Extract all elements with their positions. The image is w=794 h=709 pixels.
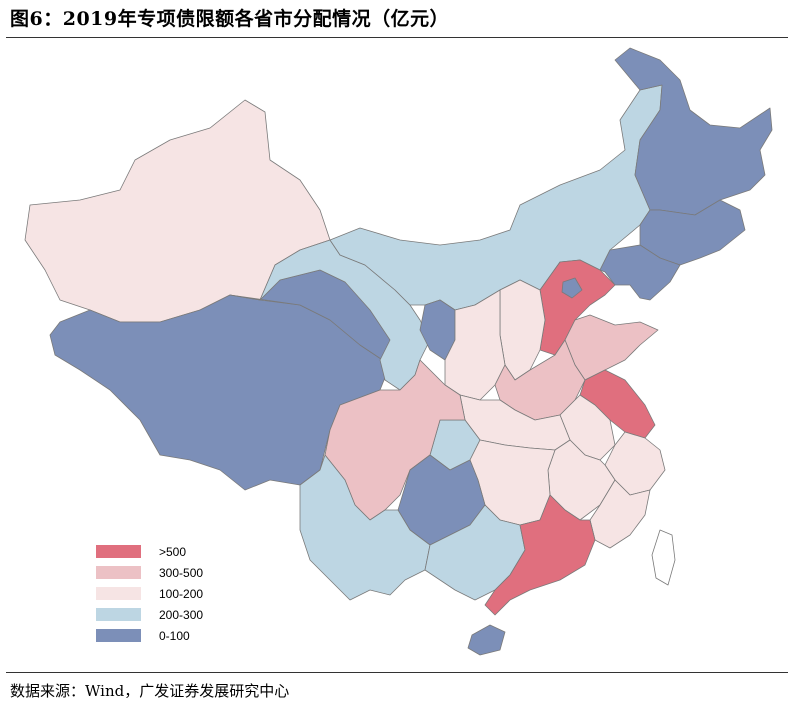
china-province-map: [24, 47, 773, 656]
legend-label: 200-300: [159, 607, 204, 622]
legend-swatch: [96, 629, 141, 642]
legend-item: 200-300: [96, 604, 203, 625]
legend-item: 100-200: [96, 583, 203, 604]
province-beijing: [561, 277, 583, 299]
legend-item: 0-100: [96, 625, 203, 646]
legend-label: >500: [159, 544, 187, 559]
source-divider: [6, 672, 788, 673]
legend-swatch: [96, 587, 141, 600]
province-hainan: [467, 624, 506, 656]
province-liaoning: [599, 244, 681, 301]
province-heilongjiang: [614, 47, 773, 216]
legend-label: 300-500: [159, 565, 204, 580]
province-taiwan: [651, 529, 676, 586]
province-shaanxi: [444, 289, 506, 401]
source-note: 数据来源：Wind，广发证券发展研究中心: [10, 682, 290, 700]
legend-swatch: [96, 608, 141, 621]
legend-item: 300-500: [96, 562, 203, 583]
legend-swatch: [96, 545, 141, 558]
legend-item: >500: [96, 541, 203, 562]
legend-swatch: [96, 566, 141, 579]
province-guangdong: [484, 494, 596, 616]
figure-title: 图6：2019年专项债限额各省市分配情况（亿元）: [10, 8, 450, 30]
legend-label: 100-200: [159, 586, 204, 601]
title-divider: [6, 37, 788, 38]
legend-label: 0-100: [159, 628, 190, 643]
map-legend: >500 300-500 100-200 200-300 0-100: [96, 541, 203, 646]
